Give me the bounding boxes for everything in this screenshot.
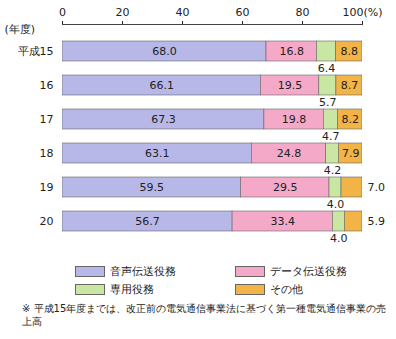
svg-text:16.8: 16.8 xyxy=(279,45,304,58)
html-text:専用役務: 専用役務 xyxy=(110,283,154,296)
svg-text:56.7: 56.7 xyxy=(135,215,160,228)
svg-text:40: 40 xyxy=(176,6,190,19)
svg-text:16: 16 xyxy=(40,79,54,92)
svg-text:17: 17 xyxy=(40,113,54,126)
svg-text:33.4: 33.4 xyxy=(270,215,295,228)
svg-text:19.8: 19.8 xyxy=(282,113,307,126)
svg-text:平成15: 平成15 xyxy=(18,45,54,58)
html-text:※ 平成15年度までは、改正前の電気通信事業法に基づく第一種: ※ 平成15年度までは、改正前の電気通信事業法に基づく第一種電気通信事業の売上高 xyxy=(22,303,387,327)
svg-text:4.2: 4.2 xyxy=(324,164,342,177)
html-text:その他: その他 xyxy=(270,283,303,296)
svg-text:8.8: 8.8 xyxy=(341,45,359,58)
svg-text:7.9: 7.9 xyxy=(342,147,360,160)
svg-text:0: 0 xyxy=(59,6,66,19)
svg-text:5.7: 5.7 xyxy=(319,96,337,109)
svg-text:59.5: 59.5 xyxy=(140,181,165,194)
svg-text:66.1: 66.1 xyxy=(149,79,174,92)
html-text:音声伝送役務: 音声伝送役務 xyxy=(110,265,176,278)
svg-text:5.9: 5.9 xyxy=(368,215,386,228)
svg-text:4.0: 4.0 xyxy=(330,232,348,245)
svg-text:6.4: 6.4 xyxy=(318,62,336,75)
svg-text:67.3: 67.3 xyxy=(151,113,176,126)
html-text:データ伝送役務: データ伝送役務 xyxy=(270,265,347,278)
svg-text:29.5: 29.5 xyxy=(273,181,298,194)
svg-text:4.0: 4.0 xyxy=(327,198,345,211)
svg-text:4.7: 4.7 xyxy=(322,130,340,143)
svg-text:8.7: 8.7 xyxy=(341,79,359,92)
svg-text:100(%): 100(%) xyxy=(342,6,382,19)
svg-text:68.0: 68.0 xyxy=(152,45,177,58)
svg-text:(年度): (年度) xyxy=(5,23,36,36)
svg-text:18: 18 xyxy=(40,147,54,160)
svg-text:63.1: 63.1 xyxy=(145,147,170,160)
svg-text:19.5: 19.5 xyxy=(278,79,303,92)
svg-text:20: 20 xyxy=(116,6,130,19)
svg-text:20: 20 xyxy=(40,215,54,228)
svg-text:60: 60 xyxy=(236,6,250,19)
svg-text:80: 80 xyxy=(296,6,310,19)
svg-text:19: 19 xyxy=(40,181,54,194)
svg-text:7.0: 7.0 xyxy=(368,181,386,194)
svg-text:24.8: 24.8 xyxy=(277,147,302,160)
svg-text:8.2: 8.2 xyxy=(341,113,359,126)
